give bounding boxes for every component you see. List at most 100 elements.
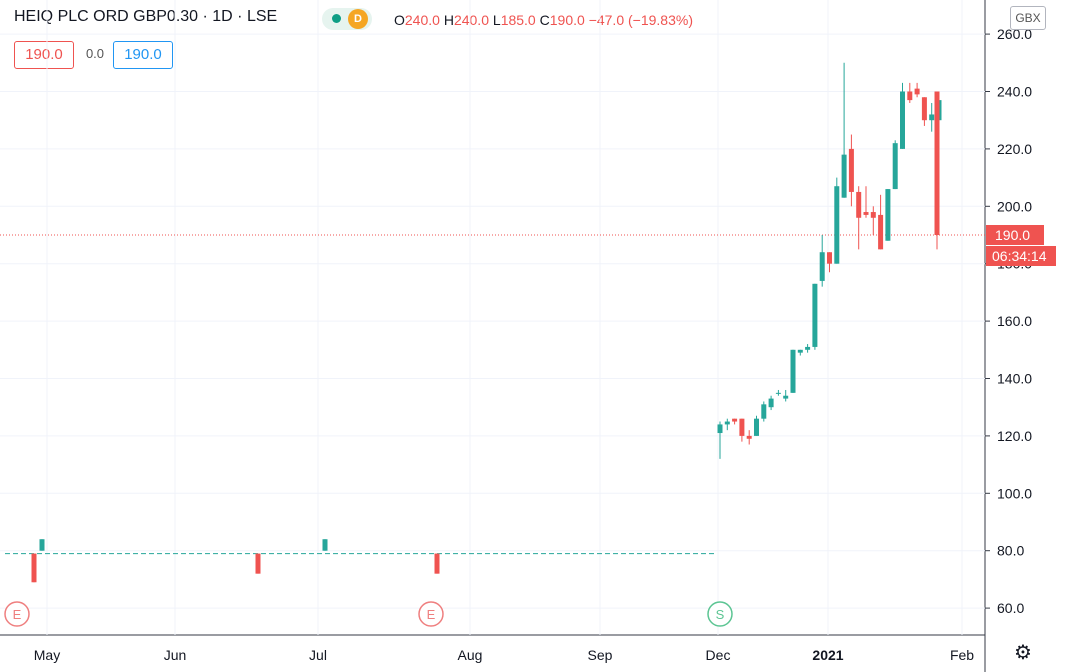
candle — [761, 401, 767, 422]
x-tick-label: Aug — [458, 647, 483, 663]
candle-body — [434, 553, 440, 574]
candle — [717, 421, 723, 459]
candle-body — [790, 349, 796, 393]
candle-body — [934, 91, 940, 235]
y-tick-label: 240.0 — [997, 84, 1032, 100]
y-tick-label: 220.0 — [997, 141, 1032, 157]
y-tick-label: 60.0 — [997, 600, 1024, 616]
candle-body — [878, 214, 884, 250]
y-tick-label: 100.0 — [997, 485, 1032, 501]
candle-body — [732, 418, 738, 422]
candle — [790, 349, 796, 393]
candle-body — [717, 424, 723, 434]
candle-body — [812, 283, 818, 347]
candle-body — [834, 186, 840, 264]
x-tick-label: May — [34, 647, 60, 663]
candle — [739, 418, 745, 442]
spread-value: 0.0 — [82, 41, 108, 67]
candle-body — [31, 553, 37, 583]
candle — [754, 415, 759, 436]
candle-body — [900, 91, 905, 149]
sell-price-box[interactable]: 190.0 — [14, 41, 74, 69]
countdown-badge — [986, 246, 1056, 266]
candle-body — [819, 252, 825, 281]
candle — [812, 283, 818, 350]
candle-body — [892, 143, 898, 190]
candle-body — [870, 212, 876, 218]
candle-body — [907, 91, 913, 101]
candle — [841, 62, 847, 198]
candle-body — [863, 212, 869, 215]
candle-body — [929, 114, 935, 121]
candle-body — [856, 191, 862, 218]
earnings-event-marker — [4, 601, 30, 627]
x-tick-label: Jun — [164, 647, 187, 663]
y-tick-label: 140.0 — [997, 371, 1032, 387]
candle — [819, 235, 825, 287]
candle-body — [322, 539, 328, 551]
candle — [885, 189, 891, 241]
market-status-icon — [332, 14, 341, 23]
candle — [732, 418, 738, 425]
candle — [31, 553, 37, 583]
event-marker-label: S — [716, 607, 725, 622]
candle — [775, 389, 781, 396]
candle-body — [754, 418, 759, 436]
status-indicators[interactable]: D — [322, 8, 372, 30]
candle-body — [783, 395, 789, 399]
candle-body — [841, 154, 847, 198]
x-tick-label: Dec — [706, 647, 731, 663]
symbol-title[interactable]: HEIQ PLC ORD GBP0.30 · 1D · LSE — [14, 8, 278, 25]
candle — [848, 134, 854, 207]
ohlc-readout: O240.0 H240.0 L185.0 C190.0 −47.0 (−19.8… — [394, 12, 693, 28]
candle-body — [921, 97, 927, 121]
candle — [797, 349, 803, 356]
last-price-badge — [986, 225, 1044, 245]
candle — [255, 553, 261, 574]
candle — [914, 82, 920, 98]
y-tick-label: 200.0 — [997, 198, 1032, 214]
candle-body — [746, 435, 752, 439]
candle — [863, 186, 869, 218]
candle — [724, 418, 730, 431]
candle — [783, 389, 789, 402]
candle-body — [885, 189, 891, 241]
x-tick-label: 2021 — [812, 647, 843, 663]
delay-badge: D — [348, 9, 368, 29]
candle — [434, 553, 440, 574]
candle — [834, 177, 840, 264]
y-tick-label: 160.0 — [997, 313, 1032, 329]
x-tick-label: Feb — [950, 647, 974, 663]
currency-button[interactable]: GBX — [1010, 6, 1046, 30]
candle — [921, 97, 927, 126]
candle-body — [805, 346, 811, 350]
candle — [929, 102, 935, 132]
event-marker-label: E — [427, 607, 436, 622]
y-tick-label: 80.0 — [997, 543, 1024, 559]
candle-body — [848, 148, 854, 192]
candle — [746, 430, 752, 445]
earnings-event-marker — [418, 601, 444, 627]
candle — [907, 82, 913, 103]
x-tick-label: Sep — [588, 647, 613, 663]
candle — [878, 194, 884, 250]
candle-body — [775, 392, 781, 394]
candle — [892, 140, 898, 190]
candle-body — [255, 553, 261, 574]
y-tick-label: 260.0 — [997, 26, 1032, 42]
y-tick-label: 120.0 — [997, 428, 1032, 444]
candle — [856, 186, 862, 250]
candle-body — [914, 88, 920, 95]
candle-body — [39, 539, 45, 551]
candle-body — [827, 252, 832, 264]
candle — [322, 539, 328, 551]
price-change: −47.0 (−19.83%) — [588, 12, 693, 28]
x-tick-label: Jul — [309, 647, 327, 663]
candle — [827, 252, 832, 273]
settings-gear-icon[interactable]: ⚙ — [1014, 642, 1032, 664]
candle — [39, 539, 45, 551]
event-marker-label: E — [13, 607, 22, 622]
candle-body — [768, 398, 774, 408]
buy-price-box[interactable]: 190.0 — [113, 41, 173, 69]
